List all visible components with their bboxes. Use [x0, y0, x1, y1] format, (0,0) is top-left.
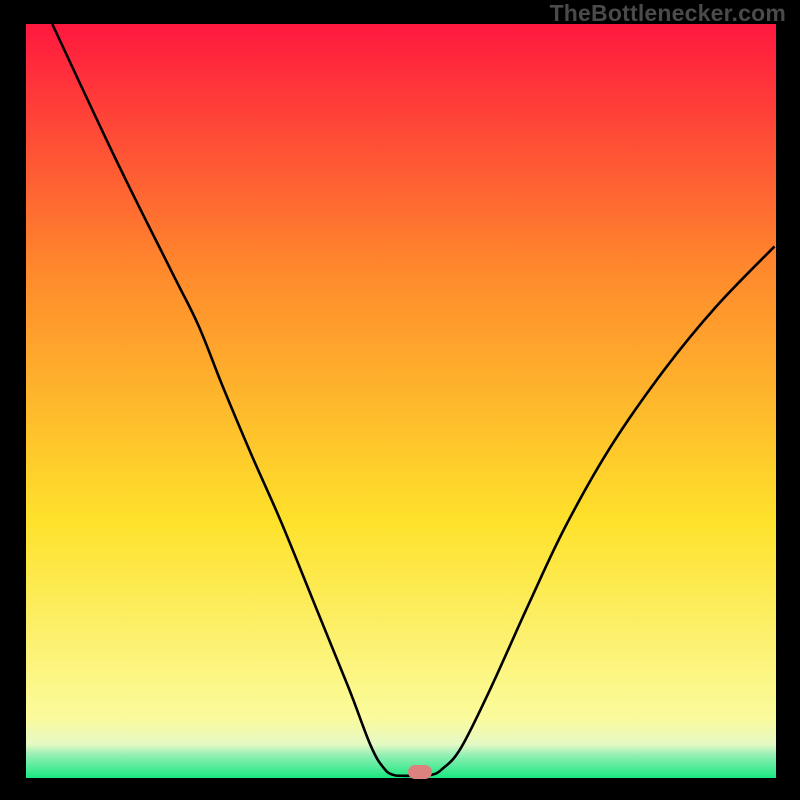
- watermark-text: TheBottlenecker.com: [550, 0, 786, 27]
- plot-area: [26, 24, 776, 778]
- optimum-marker: [408, 765, 432, 779]
